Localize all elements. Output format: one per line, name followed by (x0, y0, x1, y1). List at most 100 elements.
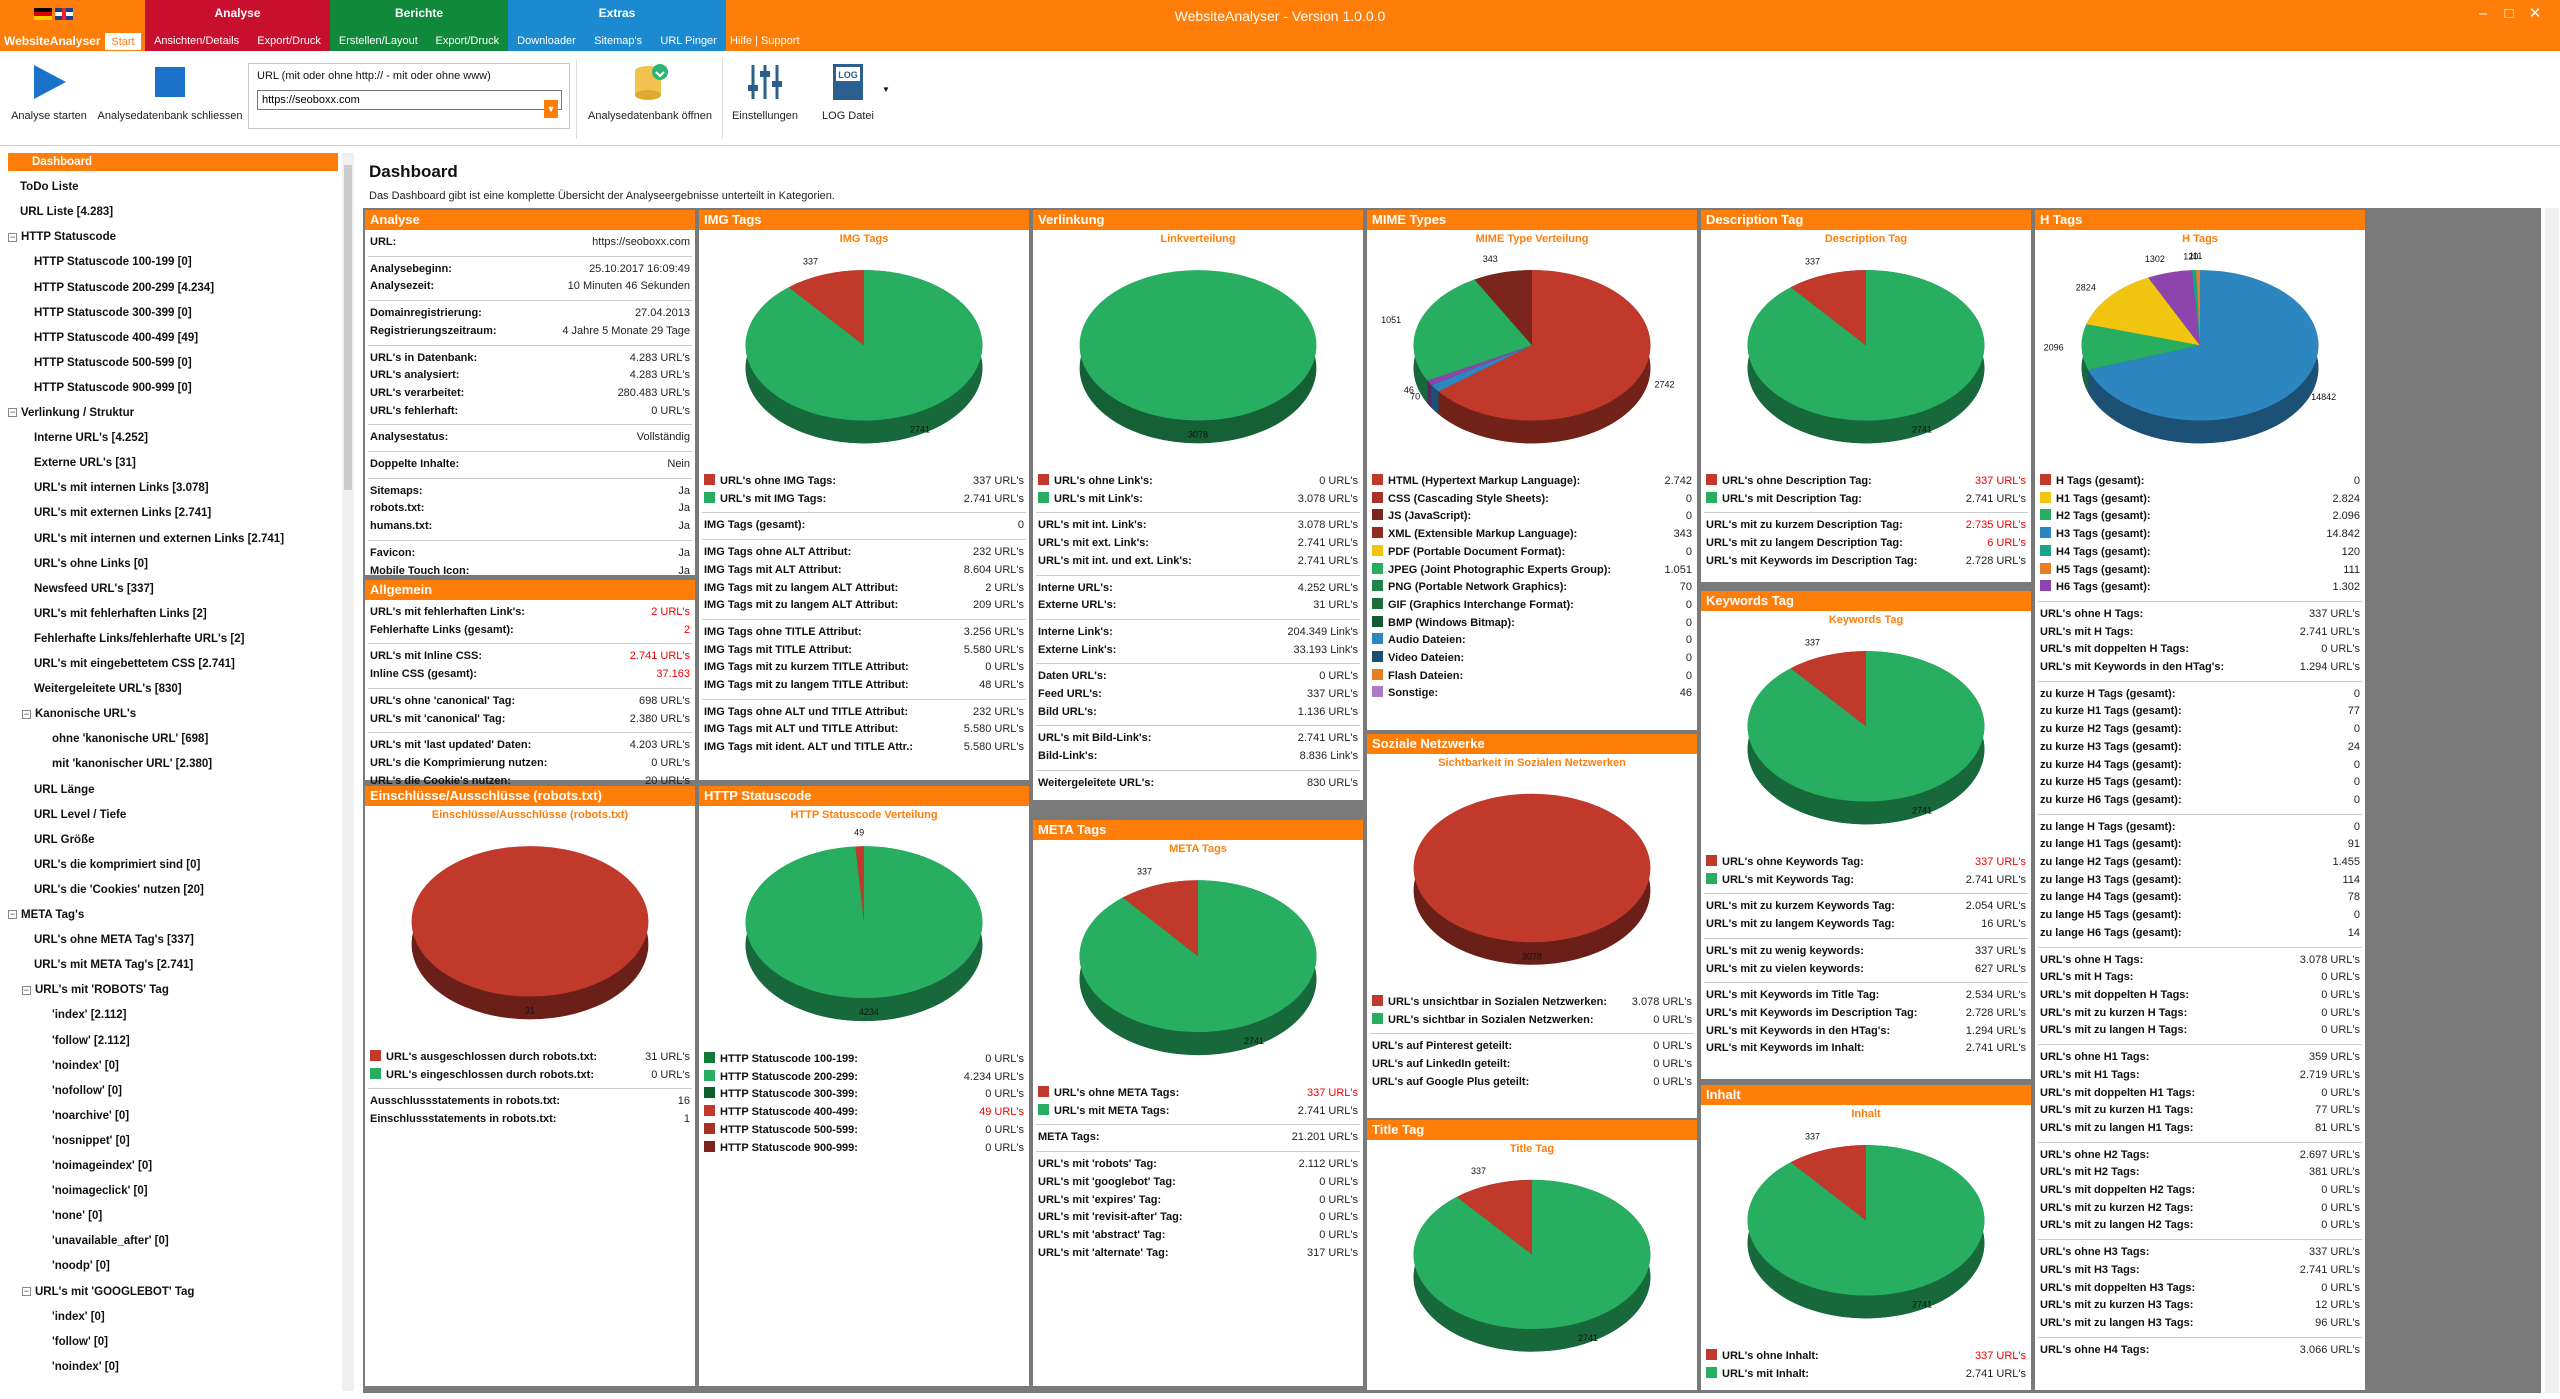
tree-item[interactable]: URL Größe (34, 831, 95, 849)
tree-collapse-icon[interactable]: − (22, 708, 31, 719)
tab-analyse-export[interactable]: Export/Druck (257, 35, 321, 47)
db-close-button[interactable]: Analysedatenbank schliessen (96, 63, 244, 122)
stat-row: URL's mit Description Tag: 2.741 URL's (1701, 491, 2031, 509)
tree-collapse-icon[interactable]: − (22, 984, 31, 995)
english-flag-icon[interactable] (55, 8, 73, 20)
tree-item[interactable]: ohne 'kanonische URL' [698] (52, 730, 208, 748)
settings-button[interactable]: Einstellungen (726, 63, 804, 122)
log-dropdown-icon[interactable]: ▼ (882, 85, 890, 94)
tree-item[interactable]: 'unavailable_after' [0] (52, 1232, 169, 1250)
tree-item[interactable]: HTTP Statuscode 900-999 [0] (34, 379, 192, 397)
pie-slice-0 (745, 270, 983, 421)
tree-item[interactable]: Dashboard (8, 153, 338, 171)
tree-item[interactable]: HTTP Statuscode 100-199 [0] (34, 253, 192, 271)
tree-item[interactable]: 'noimageindex' [0] (52, 1157, 152, 1175)
tree-item[interactable]: − URL's mit 'GOOGLEBOT' Tag (22, 1283, 194, 1301)
stat-label-text: IMG Tags mit ALT Attribut: (704, 563, 842, 576)
stat-label-text: URL's mit Keywords im Inhalt: (1706, 1042, 1865, 1055)
tab-downloader[interactable]: Downloader (517, 35, 576, 47)
tree-item[interactable]: URL's mit eingebettetem CSS [2.741] (34, 655, 235, 673)
tab-url-pinger[interactable]: URL Pinger (660, 35, 717, 47)
stat-value: 627 URL's (1974, 962, 2026, 975)
tree-item[interactable]: − HTTP Statuscode (8, 228, 116, 246)
maximize-icon[interactable]: □ (2504, 5, 2514, 22)
tree-item[interactable]: URL Länge (34, 781, 95, 799)
dashboard-scrollbar[interactable] (2545, 208, 2559, 1393)
tree-item[interactable]: HTTP Statuscode 200-299 [4.234] (34, 279, 214, 297)
tree-item[interactable]: mit 'kanonischer URL' [2.380] (52, 755, 212, 773)
stat-value: 2.728 URL's (1965, 554, 2026, 567)
stat-value: 0 URL's (1653, 1075, 1692, 1088)
stat-row: URL's mit zu langen H1 Tags: 81 URL's (2035, 1120, 2365, 1138)
tree-item[interactable]: URL's mit META Tag's [2.741] (34, 956, 193, 974)
tree-item[interactable]: Fehlerhafte Links/fehlerhafte URL's [2] (34, 630, 244, 648)
tree-item[interactable]: 'none' [0] (52, 1207, 102, 1225)
tree-item[interactable]: − Verlinkung / Struktur (8, 404, 134, 422)
tree-item[interactable]: 'noindex' [0] (52, 1057, 119, 1075)
tree-item[interactable]: 'follow' [2.112] (52, 1032, 130, 1050)
tree-item[interactable]: Newsfeed URL's [337] (34, 580, 154, 598)
tree-collapse-icon[interactable]: − (8, 407, 17, 418)
tree-item[interactable]: 'noodp' [0] (52, 1257, 110, 1275)
tree-item[interactable]: URL Level / Tiefe (34, 806, 126, 824)
stat-label: URL's mit Inline CSS: (370, 648, 482, 666)
stat-label-text: H2 Tags (gesamt): (2056, 510, 2151, 523)
tree-item[interactable]: URL's mit internen und externen Links [2… (34, 530, 284, 548)
tree-item[interactable]: Interne URL's [4.252] (34, 429, 148, 447)
tree-item[interactable]: HTTP Statuscode 500-599 [0] (34, 354, 192, 372)
tree-item[interactable]: 'noindex' [0] (52, 1358, 119, 1376)
sidebar-scrollbar-thumb[interactable] (344, 165, 352, 490)
tree-collapse-icon[interactable]: − (22, 1285, 31, 1296)
analyse-start-button[interactable]: Analyse starten (8, 63, 90, 122)
tree-item[interactable]: URL's ohne META Tag's [337] (34, 931, 194, 949)
log-button[interactable]: LOG LOG Datei (810, 63, 886, 122)
tree-item[interactable]: URL's mit externen Links [2.741] (34, 504, 211, 522)
legend-swatch (704, 1122, 715, 1134)
tree-item[interactable]: URL's die komprimiert sind [0] (34, 856, 200, 874)
tab-hilfe-support[interactable]: Hilfe | Support (730, 35, 800, 47)
stat-label-text: Analysebeginn: (370, 262, 452, 275)
tree-item[interactable]: 'index' [0] (52, 1308, 105, 1326)
db-open-button[interactable]: Analysedatenbank öffnen (582, 63, 718, 122)
tree-item[interactable]: URL's ohne Links [0] (34, 555, 148, 573)
tab-berichte-export[interactable]: Export/Druck (435, 35, 500, 47)
tree-item[interactable]: 'nofollow' [0] (52, 1082, 122, 1100)
app-menu-tab[interactable]: WebsiteAnalyser (4, 34, 101, 48)
tree-item[interactable]: Externe URL's [31] (34, 454, 136, 472)
url-input[interactable] (257, 90, 562, 110)
tree-item[interactable]: 'noimageclick' [0] (52, 1182, 148, 1200)
tree-item[interactable]: − URL's mit 'ROBOTS' Tag (22, 981, 169, 999)
legend-swatch (370, 1050, 381, 1061)
url-dropdown-icon[interactable]: ▼ (544, 100, 558, 118)
minimize-icon[interactable]: – (2478, 5, 2488, 22)
tree-item[interactable]: 'index' [2.112] (52, 1006, 127, 1024)
tree-item[interactable]: Weitergeleitete URL's [830] (34, 680, 182, 698)
close-icon[interactable]: ✕ (2528, 5, 2542, 22)
tab-start[interactable]: Start (104, 32, 142, 51)
tree-item[interactable]: 'noarchive' [0] (52, 1107, 129, 1125)
tree-item[interactable]: 'nosnippet' [0] (52, 1132, 130, 1150)
german-flag-icon[interactable] (34, 8, 52, 20)
tree-item[interactable]: − META Tag's (8, 906, 84, 924)
legend-swatch (1038, 1086, 1049, 1097)
tree-item[interactable]: 'follow' [0] (52, 1333, 108, 1351)
tree-item[interactable]: ToDo Liste (20, 178, 79, 196)
tree-item[interactable]: HTTP Statuscode 400-499 [49] (34, 329, 198, 347)
tree-item[interactable]: − Kanonische URL's (22, 705, 136, 723)
tab-ansichten-details[interactable]: Ansichten/Details (154, 35, 240, 47)
tab-sitemaps[interactable]: Sitemap's (594, 35, 643, 47)
tree-item[interactable]: HTTP Statuscode 300-399 [0] (34, 304, 192, 322)
stat-label-text: Analysestatus: (370, 431, 449, 444)
pie-side-1 (1431, 385, 1439, 415)
tree-collapse-icon[interactable]: − (8, 909, 17, 920)
stat-row: H3 Tags (gesamt): 14.842 (2035, 526, 2365, 544)
stat-row: URL's mit Inline CSS: 2.741 URL's (365, 648, 695, 666)
tree-item[interactable]: URL's mit fehlerhaften Links [2] (34, 605, 207, 623)
tree-item[interactable]: URL's mit internen Links [3.078] (34, 479, 209, 497)
tree-item[interactable]: URL's die 'Cookies' nutzen [20] (34, 881, 204, 899)
tree-item[interactable]: URL Liste [4.283] (20, 203, 113, 221)
tree-collapse-icon[interactable]: − (8, 231, 17, 242)
language-flags[interactable] (34, 8, 76, 22)
stat-row: URL's mit zu kurzen H1 Tags: 77 URL's (2035, 1102, 2365, 1120)
tab-erstellen-layout[interactable]: Erstellen/Layout (338, 35, 418, 47)
